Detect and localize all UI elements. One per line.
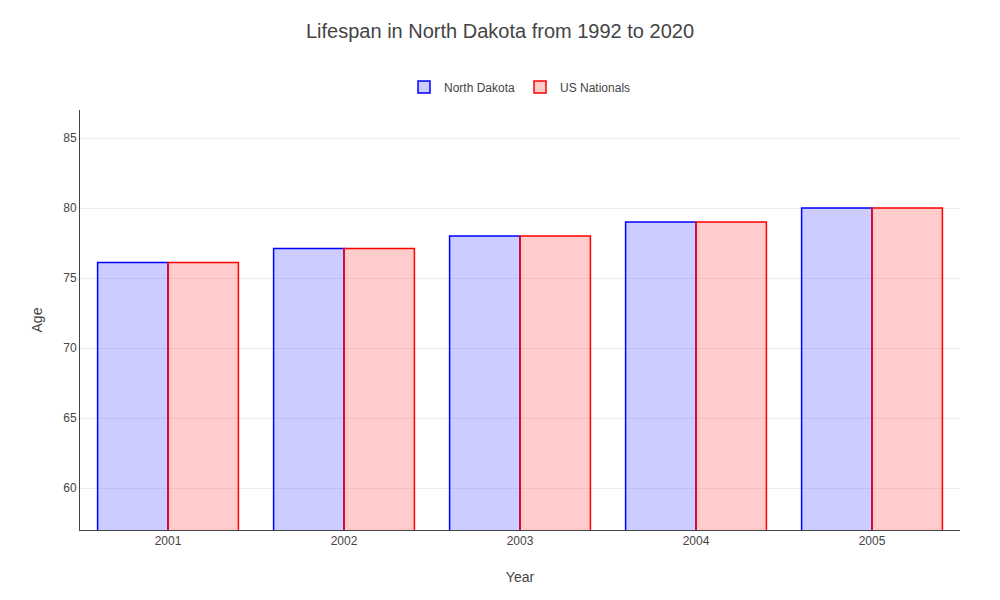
svg-text:Lifespan in North Dakota from: Lifespan in North Dakota from 1992 to 20… bbox=[306, 20, 694, 42]
svg-text:2005: 2005 bbox=[859, 534, 886, 548]
svg-text:85: 85 bbox=[63, 131, 77, 145]
svg-text:60: 60 bbox=[63, 481, 77, 495]
svg-text:2002: 2002 bbox=[331, 534, 358, 548]
svg-text:US Nationals: US Nationals bbox=[560, 81, 630, 95]
svg-text:65: 65 bbox=[63, 411, 77, 425]
svg-text:2001: 2001 bbox=[155, 534, 182, 548]
svg-text:75: 75 bbox=[63, 271, 77, 285]
svg-text:North Dakota: North Dakota bbox=[444, 81, 515, 95]
svg-text:Age: Age bbox=[29, 307, 45, 332]
svg-text:2004: 2004 bbox=[683, 534, 710, 548]
svg-text:Year: Year bbox=[506, 569, 535, 585]
svg-text:80: 80 bbox=[63, 201, 77, 215]
svg-text:2003: 2003 bbox=[507, 534, 534, 548]
svg-text:70: 70 bbox=[63, 341, 77, 355]
